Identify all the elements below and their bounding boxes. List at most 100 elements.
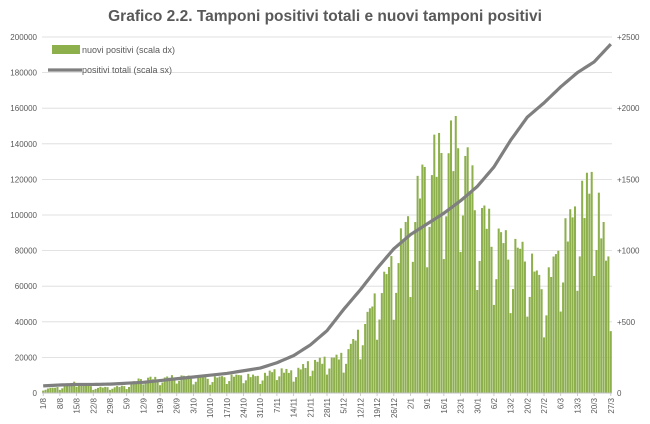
bar (116, 386, 119, 393)
bar (349, 343, 352, 393)
bar (228, 381, 231, 393)
bar (583, 218, 586, 393)
y-tick-label-right: +1500 (617, 175, 640, 184)
bar (77, 385, 80, 393)
bar (483, 205, 486, 393)
x-tick-label: 14/11 (290, 397, 299, 417)
x-tick-label: 7/11 (273, 397, 282, 413)
bar (540, 289, 543, 393)
bar (452, 171, 455, 393)
bar (511, 289, 515, 393)
x-tick-label: 20/3 (590, 397, 599, 413)
bar (383, 271, 386, 393)
bar (285, 368, 288, 393)
x-tick-label: 9/1 (423, 397, 432, 409)
bar (271, 372, 274, 393)
bar (447, 153, 450, 393)
bar (433, 134, 436, 393)
bar (531, 253, 534, 393)
x-tick-label: 21/11 (306, 397, 315, 417)
bar (335, 354, 338, 393)
bar (559, 311, 562, 393)
bar (557, 250, 560, 393)
bar (488, 208, 491, 393)
bar (373, 293, 376, 393)
bar (588, 193, 591, 393)
y-tick-label-left: 200000 (10, 33, 37, 42)
bar (156, 379, 159, 393)
y-tick-label-right: 0 (617, 389, 622, 398)
bar (342, 372, 345, 393)
bar (480, 208, 484, 393)
bar (426, 267, 429, 393)
bar (302, 364, 305, 393)
x-tick-label: 10/10 (206, 397, 215, 418)
y-tick-label-left: 180000 (10, 69, 37, 78)
bar (595, 250, 598, 393)
legend-label: nuovi positivi (scala dx) (82, 45, 175, 55)
bar (495, 279, 498, 393)
bar (73, 381, 76, 393)
x-tick-label: 19/12 (373, 397, 382, 418)
bar (485, 228, 488, 393)
bar (337, 359, 340, 393)
y-tick-label-left: 100000 (10, 211, 37, 220)
bar (82, 383, 85, 393)
bar (573, 206, 577, 393)
bar (139, 379, 142, 393)
bar (490, 246, 493, 393)
bar (51, 387, 54, 393)
bar (492, 304, 495, 393)
bar (99, 386, 102, 393)
bar (423, 166, 426, 393)
x-tick-label: 5/12 (340, 397, 349, 413)
bar (435, 176, 438, 393)
bar (516, 247, 519, 393)
x-tick-label: 15/8 (73, 397, 82, 413)
bar (106, 387, 109, 393)
x-tick-label: 19/9 (156, 397, 165, 413)
bar (414, 222, 417, 393)
bar (120, 385, 123, 393)
bar (173, 378, 176, 393)
y-tick-label-left: 40000 (15, 318, 38, 327)
bar (502, 243, 505, 393)
bar (263, 372, 266, 393)
bar (347, 349, 350, 393)
x-tick-label: 30/1 (473, 397, 482, 413)
bar (371, 306, 374, 393)
bar (428, 226, 431, 393)
bar (359, 359, 362, 393)
bar (345, 363, 348, 393)
bar (473, 210, 476, 393)
bar (299, 369, 302, 393)
bar (352, 339, 355, 393)
bar (194, 381, 197, 393)
bar (366, 311, 369, 393)
bar (197, 376, 200, 393)
bar (46, 388, 49, 393)
bar (123, 386, 126, 393)
bar (333, 357, 336, 393)
bar (321, 363, 324, 393)
bar (478, 260, 481, 393)
bar (457, 148, 460, 393)
bar (438, 132, 441, 393)
bar (101, 387, 104, 393)
bar (609, 331, 612, 393)
bar (385, 274, 388, 393)
bar (168, 377, 171, 393)
x-tick-label: 24/10 (240, 397, 249, 418)
bar (297, 367, 300, 393)
bar (554, 254, 557, 393)
y-tick-label-right: +1000 (617, 247, 640, 256)
bar (364, 323, 367, 393)
bar (325, 374, 328, 393)
bar (402, 239, 405, 393)
bar (404, 221, 407, 393)
bar (376, 339, 379, 393)
bar (63, 386, 66, 393)
bar (476, 290, 479, 393)
bar (283, 372, 286, 393)
